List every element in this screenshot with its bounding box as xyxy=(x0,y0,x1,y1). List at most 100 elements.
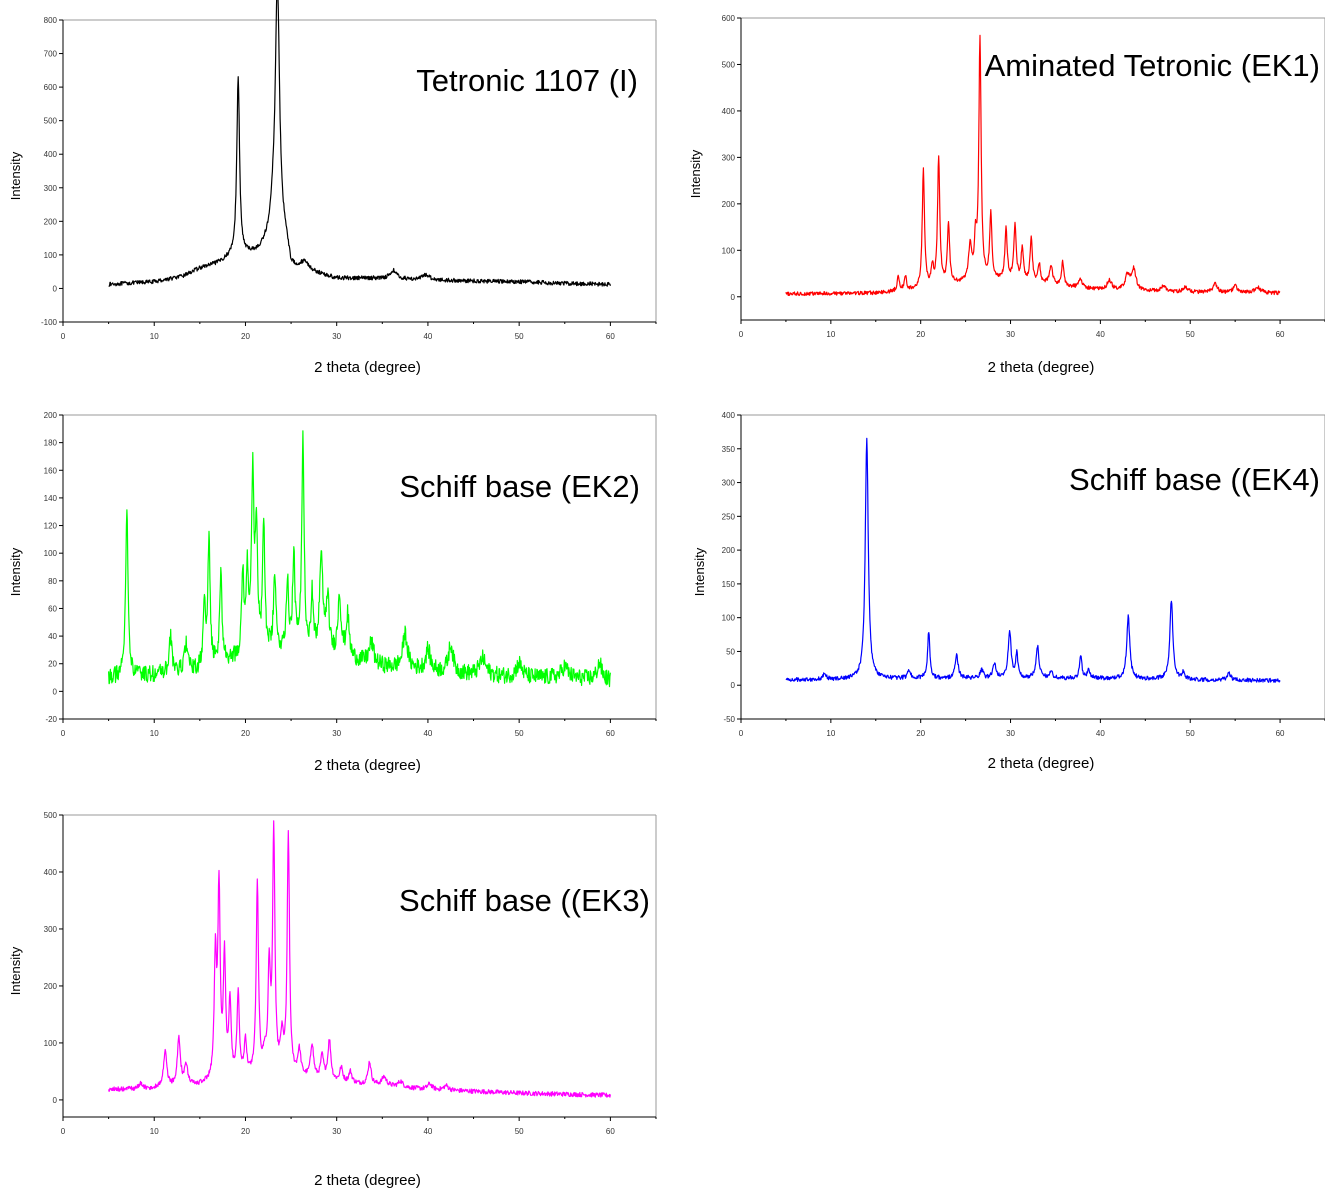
xrd-chart-ek3: 0 10 20 30 40 50 60 0 100 200 300 400 500 2 theta (de… xyxy=(8,811,657,1189)
y-tick-label: 150 xyxy=(722,580,736,589)
x-tick-label: 10 xyxy=(826,330,835,339)
chart-panel-ek2: 0 10 20 30 40 50 60 -20 0 20 40 60 80 100 120 140 160 180… xyxy=(0,395,662,785)
data-series-line xyxy=(108,820,611,1098)
y-tick-label: 400 xyxy=(722,411,736,420)
x-tick-label: 30 xyxy=(332,1127,341,1136)
chart-title: Schiff base (EK2) xyxy=(399,469,640,504)
x-tick-label: 0 xyxy=(61,332,66,341)
x-tick-label: 0 xyxy=(61,729,66,738)
x-tick-label: 0 xyxy=(61,1127,66,1136)
y-tick-label: 40 xyxy=(48,632,57,641)
y-tick-label: 500 xyxy=(44,811,58,820)
x-tick-label: 20 xyxy=(241,332,250,341)
y-axis-label: Intensity xyxy=(8,547,23,596)
y-tick-label: 250 xyxy=(722,512,736,521)
y-tick-label: 200 xyxy=(722,546,736,555)
x-tick-label: 20 xyxy=(241,1127,250,1136)
y-tick-label: 0 xyxy=(731,293,736,302)
y-tick-label: 400 xyxy=(44,868,58,877)
y-tick-label: 200 xyxy=(722,200,736,209)
y-tick-label: 800 xyxy=(44,16,58,25)
x-tick-label: 60 xyxy=(606,332,615,341)
y-tick-label: 80 xyxy=(48,577,57,586)
x-tick-label: 40 xyxy=(423,1127,432,1136)
y-axis-label: Intensity xyxy=(8,151,23,200)
data-series-line xyxy=(108,0,611,287)
y-tick-label: 0 xyxy=(53,1096,58,1105)
chart-panel-ek3: 0 10 20 30 40 50 60 0 100 200 300 400 500 2 theta (de… xyxy=(0,795,662,1190)
data-series-line xyxy=(108,430,611,688)
chart-panel-ek1: 0 10 20 30 40 50 60 0 100 200 300 400 500 600 2 theta … xyxy=(662,0,1325,395)
y-tick-label: 400 xyxy=(44,150,58,159)
y-tick-label: 100 xyxy=(722,614,736,623)
y-tick-label: 500 xyxy=(722,60,736,69)
y-tick-label: 140 xyxy=(44,494,58,503)
chart-panel-ek4: 0 10 20 30 40 50 60 -50 0 50 100 150 200 250 300 350 400… xyxy=(662,395,1325,785)
chart-title: Aminated Tetronic (EK1) xyxy=(985,48,1320,83)
chart-panel-tetronic: 0 10 20 30 40 50 60 -100 0 100 200 300 400 500 600 700 8… xyxy=(0,0,662,395)
y-tick-label: 50 xyxy=(726,647,735,656)
y-tick-label: -50 xyxy=(723,715,735,724)
xrd-chart-ek4: 0 10 20 30 40 50 60 -50 0 50 100 150 200 250 300 350 400… xyxy=(692,411,1325,772)
x-axis-label: 2 theta (degree) xyxy=(314,757,421,774)
y-tick-label: 60 xyxy=(48,604,57,613)
y-tick-label: 300 xyxy=(722,153,736,162)
y-tick-label: 700 xyxy=(44,50,58,59)
y-tick-label: 20 xyxy=(48,660,57,669)
x-tick-label: 50 xyxy=(515,729,524,738)
x-tick-label: 20 xyxy=(241,729,250,738)
y-tick-label: 300 xyxy=(44,925,58,934)
x-axis-label: 2 theta (degree) xyxy=(988,755,1095,772)
y-tick-label: 300 xyxy=(44,184,58,193)
y-axis-label: Intensity xyxy=(8,946,23,995)
x-tick-label: 30 xyxy=(332,729,341,738)
y-tick-label: 120 xyxy=(44,522,58,531)
x-tick-label: 60 xyxy=(1276,330,1285,339)
x-tick-label: 50 xyxy=(1186,330,1195,339)
x-tick-label: 30 xyxy=(1006,330,1015,339)
x-tick-label: 10 xyxy=(826,729,835,738)
xrd-chart-tetronic: 0 10 20 30 40 50 60-10001002003004005006007008… xyxy=(8,0,657,376)
data-series-line xyxy=(785,437,1281,683)
x-tick-label: 10 xyxy=(150,729,159,738)
y-tick-label: 0 xyxy=(53,284,58,293)
y-tick-label: -20 xyxy=(45,715,57,724)
x-axis-label: 2 theta (degree) xyxy=(314,1172,421,1189)
x-tick-label: 40 xyxy=(423,332,432,341)
x-tick-label: 40 xyxy=(1096,330,1105,339)
y-tick-label: 350 xyxy=(722,445,736,454)
y-tick-label: 100 xyxy=(44,1039,58,1048)
x-tick-label: 40 xyxy=(1096,729,1105,738)
y-tick-label: 200 xyxy=(44,982,58,991)
y-tick-label: 0 xyxy=(53,687,58,696)
x-tick-label: 60 xyxy=(1276,729,1285,738)
y-tick-label: 100 xyxy=(44,251,58,260)
x-tick-label: 60 xyxy=(606,729,615,738)
x-axis-label: 2 theta (degree) xyxy=(988,359,1095,376)
chart-title: Tetronic 1107 (I) xyxy=(416,63,638,98)
y-tick-label: 200 xyxy=(44,217,58,226)
x-tick-label: 30 xyxy=(332,332,341,341)
data-series-line xyxy=(785,34,1281,297)
y-tick-label: 100 xyxy=(722,246,736,255)
x-tick-label: 30 xyxy=(1006,729,1015,738)
x-tick-label: 40 xyxy=(423,729,432,738)
y-tick-label: 100 xyxy=(44,549,58,558)
x-tick-label: 10 xyxy=(150,1127,159,1136)
y-tick-label: 160 xyxy=(44,466,58,475)
x-tick-label: 10 xyxy=(150,332,159,341)
x-tick-label: 0 xyxy=(739,330,744,339)
y-tick-label: 300 xyxy=(722,479,736,488)
y-tick-label: 500 xyxy=(44,117,58,126)
y-tick-label: 200 xyxy=(44,411,58,420)
y-axis-label: Intensity xyxy=(692,547,707,596)
chart-title: Schiff base ((EK3) xyxy=(399,883,650,918)
x-tick-label: 50 xyxy=(515,332,524,341)
y-tick-label: 600 xyxy=(722,14,736,23)
x-tick-label: 20 xyxy=(916,729,925,738)
x-tick-label: 50 xyxy=(1186,729,1195,738)
x-axis-label: 2 theta (degree) xyxy=(314,359,421,376)
x-tick-label: 20 xyxy=(916,330,925,339)
y-tick-label: 400 xyxy=(722,107,736,116)
